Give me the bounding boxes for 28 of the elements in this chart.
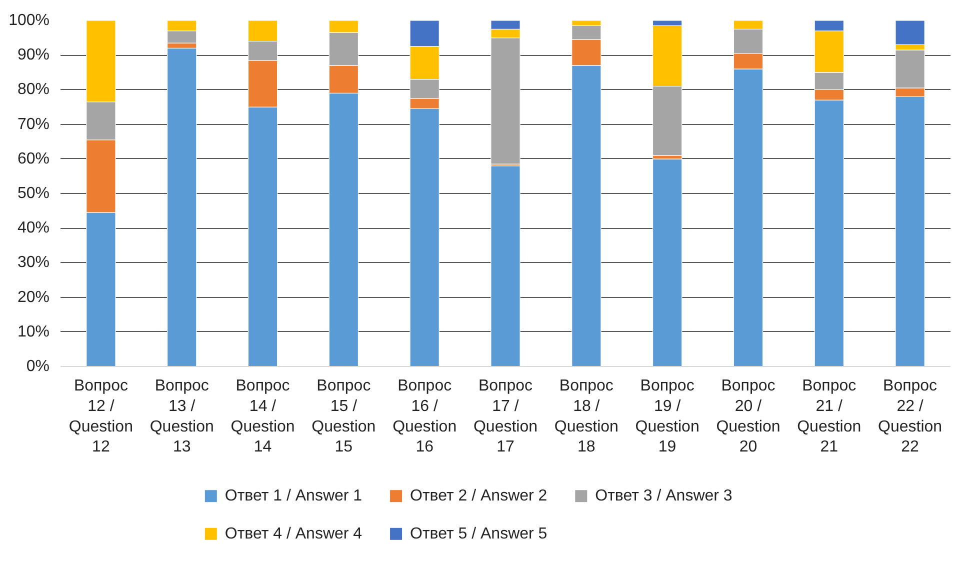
x-tick-label: Вопрос 15 / Question 15	[312, 378, 376, 456]
x-tick-label: Вопрос 21 / Question 21	[797, 378, 862, 456]
y-tick-label: 40%	[17, 220, 50, 237]
y-tick-label: 10%	[17, 323, 50, 340]
y-tick-label: 60%	[17, 150, 50, 168]
legend-label: Ответ 4 / Answer 4	[224, 525, 362, 542]
y-tick-label: 0%	[26, 358, 50, 375]
y-tick-label: 20%	[17, 288, 50, 306]
bar	[652, 158, 682, 366]
x-tick-label: Вопрос 13 / Question 13	[150, 378, 214, 456]
x-tick-label: Вопрос 16 / Question 16	[392, 378, 457, 456]
x-tick-label: Вопрос 20 / Question 20	[716, 378, 780, 456]
x-tick-label: Вопрос 17 / Question 17	[473, 378, 538, 456]
x-tick-label: Вопрос 19 / Question 19	[635, 378, 700, 456]
y-tick-label: 70%	[17, 116, 50, 133]
y-tick-label: 80%	[17, 81, 50, 98]
legend-label: Ответ 1 / Answer 1	[224, 488, 362, 505]
y-tick-label: 30%	[17, 254, 50, 272]
y-tick-label: 100%	[8, 12, 50, 29]
x-tick-label: Вопрос 14 / Question 14	[230, 378, 295, 456]
x-tick-label: Вопрос 22 / Question 22	[878, 378, 942, 456]
legend-label: Ответ 3 / Answer 3	[595, 488, 732, 505]
y-tick-label: 90%	[17, 46, 50, 64]
y-tick-label: 50%	[17, 185, 50, 202]
legend-label: Ответ 5 / Answer 5	[410, 525, 548, 542]
x-tick-label: Вопрос 12 / Question 12	[68, 378, 133, 456]
x-tick-label: Вопрос 18 / Question 18	[554, 378, 618, 456]
legend-label: Ответ 2 / Answer 2	[410, 488, 548, 505]
